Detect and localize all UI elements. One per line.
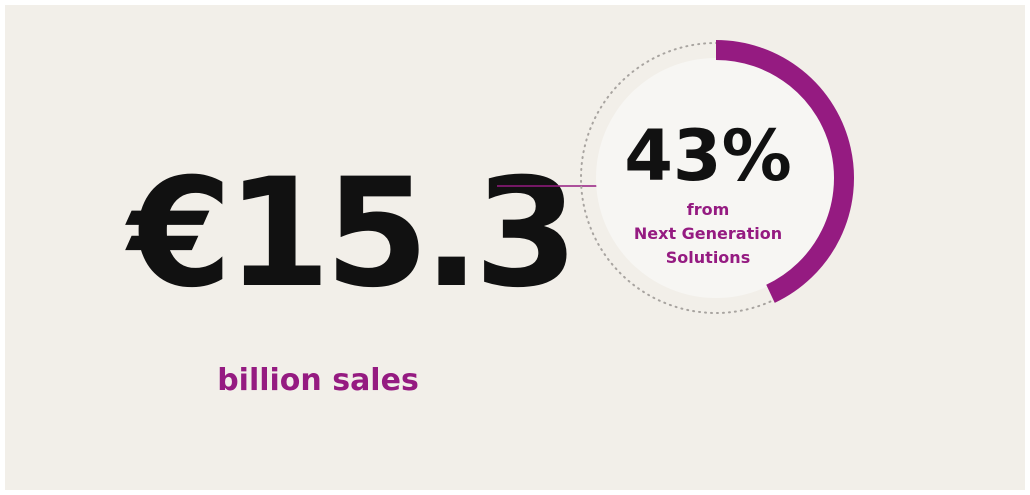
- sales-amount: €15.3: [125, 147, 572, 321]
- card: [5, 5, 1025, 490]
- caption-line: Solutions: [666, 248, 750, 267]
- gauge: [715, 40, 854, 303]
- sales-label: billion sales: [217, 363, 419, 398]
- share-arc: [715, 40, 854, 303]
- share-value: 43%: [624, 115, 792, 197]
- inner-circle: [596, 58, 836, 298]
- caption-line: Next Generation: [634, 224, 782, 243]
- caption-line: from: [687, 200, 730, 219]
